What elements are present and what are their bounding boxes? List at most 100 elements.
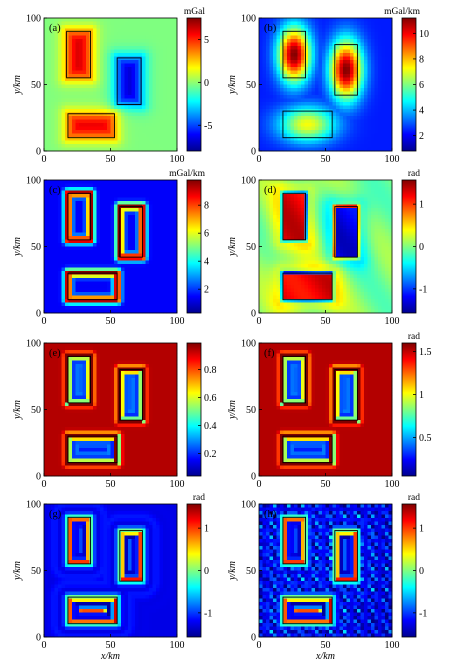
heatmap-cell bbox=[82, 222, 87, 226]
heatmap-cell bbox=[149, 204, 153, 209]
heatmap-cell bbox=[367, 81, 372, 85]
heatmap-cell bbox=[107, 35, 111, 40]
heatmap-cell bbox=[75, 116, 80, 120]
heatmap-cell bbox=[72, 194, 76, 198]
heatmap-cell bbox=[273, 218, 277, 223]
heatmap-cell bbox=[117, 39, 122, 43]
heatmap-cell bbox=[166, 222, 171, 226]
heatmap-cell bbox=[374, 102, 379, 106]
heatmap-cell bbox=[110, 147, 115, 152]
heatmap-cell bbox=[107, 211, 111, 216]
heatmap-cell bbox=[100, 288, 104, 293]
heatmap-cell bbox=[107, 232, 111, 237]
heatmap-cell bbox=[301, 285, 305, 289]
heatmap-cell bbox=[145, 309, 150, 314]
heatmap-cell bbox=[311, 42, 316, 47]
heatmap-cell bbox=[301, 225, 305, 230]
heatmap-cell bbox=[343, 133, 347, 138]
heatmap-cell bbox=[297, 123, 302, 127]
heatmap-cell bbox=[128, 309, 132, 314]
heatmap-cell bbox=[290, 215, 295, 219]
heatmap-cell bbox=[381, 147, 386, 152]
heatmap-cell bbox=[145, 98, 150, 103]
heatmap-cell bbox=[128, 246, 132, 251]
heatmap-cell bbox=[346, 21, 351, 26]
heatmap-cell bbox=[121, 39, 125, 43]
heatmap-cell bbox=[47, 28, 52, 33]
heatmap-cell bbox=[322, 95, 326, 99]
heatmap-cell bbox=[103, 88, 108, 92]
heatmap-cell bbox=[128, 49, 132, 54]
heatmap-cell bbox=[308, 28, 312, 33]
heatmap-cell bbox=[128, 243, 132, 247]
heatmap-cell bbox=[47, 60, 52, 64]
heatmap-cell bbox=[54, 239, 59, 244]
heatmap-cell bbox=[159, 190, 164, 195]
heatmap-cell bbox=[75, 95, 80, 99]
heatmap-cell bbox=[311, 67, 316, 71]
heatmap-cell bbox=[294, 123, 298, 127]
heatmap-cell bbox=[156, 84, 160, 89]
heatmap-cell bbox=[156, 306, 160, 310]
heatmap-cell bbox=[68, 53, 73, 57]
heatmap-cell bbox=[128, 112, 132, 117]
heatmap-cell bbox=[371, 74, 375, 78]
heatmap-cell bbox=[273, 95, 277, 99]
heatmap-cell bbox=[325, 84, 330, 89]
heatmap-cell bbox=[58, 67, 62, 71]
heatmap-cell bbox=[51, 28, 55, 33]
heatmap-cell bbox=[110, 250, 115, 254]
heatmap-cell bbox=[166, 102, 171, 106]
heatmap-cell bbox=[322, 144, 326, 148]
heatmap-cell bbox=[287, 133, 291, 138]
heatmap-cell bbox=[75, 133, 80, 138]
heatmap-cell bbox=[173, 74, 178, 78]
heatmap-cell bbox=[287, 194, 291, 198]
heatmap-cell bbox=[82, 140, 87, 145]
heatmap-cell bbox=[353, 119, 358, 124]
heatmap-cell bbox=[72, 77, 76, 82]
heatmap-cell bbox=[311, 88, 316, 92]
heatmap-cell bbox=[152, 63, 157, 68]
heatmap-cell bbox=[138, 25, 143, 29]
heatmap-cell bbox=[273, 42, 277, 47]
heatmap-cell bbox=[290, 119, 295, 124]
heatmap-cell bbox=[86, 126, 90, 131]
heatmap-cell bbox=[367, 84, 372, 89]
heatmap-cell bbox=[266, 201, 270, 205]
heatmap-cell bbox=[61, 147, 66, 152]
heatmap-cell bbox=[51, 137, 55, 141]
heatmap-cell bbox=[360, 144, 365, 148]
heatmap-cell bbox=[51, 140, 55, 145]
heatmap-cell bbox=[107, 197, 111, 202]
heatmap-cell bbox=[89, 130, 94, 134]
heatmap-cell bbox=[156, 49, 160, 54]
heatmap-cell bbox=[96, 295, 101, 300]
heatmap-cell bbox=[325, 116, 330, 120]
heatmap-cell bbox=[61, 46, 66, 50]
heatmap-cell bbox=[269, 232, 274, 237]
heatmap-cell bbox=[82, 267, 87, 272]
heatmap-cell bbox=[294, 53, 298, 57]
heatmap-cell bbox=[110, 112, 115, 117]
heatmap-cell bbox=[135, 133, 139, 138]
heatmap-cell bbox=[44, 18, 48, 22]
heatmap-cell bbox=[163, 53, 167, 57]
heatmap-cell bbox=[287, 208, 291, 212]
heatmap-cell bbox=[100, 123, 104, 127]
heatmap-cell bbox=[128, 187, 132, 191]
heatmap-cell bbox=[325, 25, 330, 29]
heatmap-cell bbox=[44, 123, 48, 127]
heatmap-cell bbox=[142, 123, 146, 127]
heatmap-cell bbox=[114, 105, 118, 110]
heatmap-cell bbox=[75, 288, 80, 293]
heatmap-cell bbox=[100, 204, 104, 209]
heatmap-cell bbox=[294, 119, 298, 124]
heatmap-cell bbox=[110, 243, 115, 247]
heatmap-cell bbox=[128, 201, 132, 205]
y-tick-label: 50 bbox=[246, 80, 256, 91]
heatmap-cell bbox=[124, 201, 129, 205]
heatmap-cell bbox=[346, 28, 351, 33]
heatmap-cell bbox=[65, 222, 69, 226]
heatmap-cell bbox=[304, 194, 309, 198]
